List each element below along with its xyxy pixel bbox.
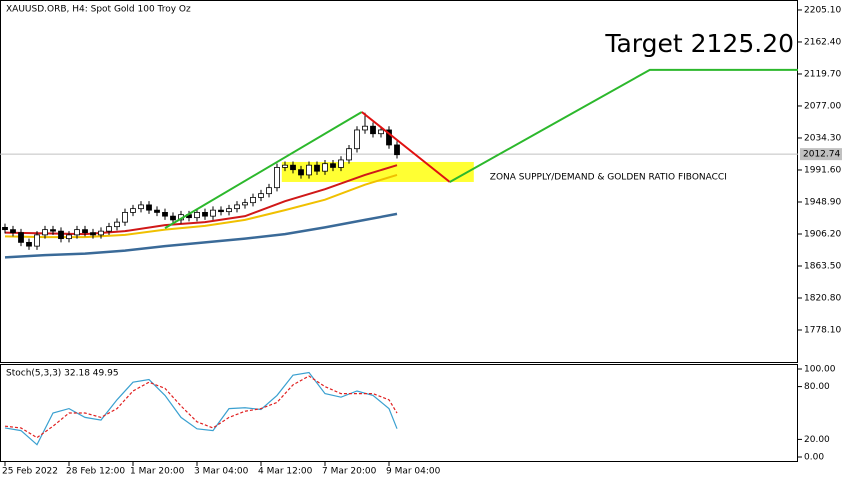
x-tick-label: 7 Mar 20:00 [322, 467, 377, 477]
y-tick-label: 2162.40 [804, 37, 841, 47]
candle-body [26, 241, 32, 247]
candle-body [338, 159, 344, 168]
candle-body [90, 232, 96, 236]
x-tick-label: 9 Mar 04:00 [386, 467, 441, 477]
candle-body [362, 125, 368, 131]
candle-body [274, 167, 280, 189]
y-tick-label: 1948.90 [804, 197, 841, 207]
last-price-label: 2012.74 [803, 150, 840, 160]
y-tick-label: 20.00 [804, 435, 830, 445]
candle-body [394, 144, 400, 156]
candle-body [218, 209, 224, 213]
candle-body [234, 204, 240, 210]
candle-body [226, 208, 232, 213]
candle-body [290, 164, 296, 171]
y-tick-label: 1820.80 [804, 293, 841, 303]
y-tick-label: 2034.30 [804, 133, 841, 143]
candle-body [298, 169, 304, 176]
candle-body [154, 209, 160, 213]
x-tick-label: 28 Feb 12:00 [66, 467, 125, 477]
moving-average [4, 164, 398, 236]
candle-body [10, 229, 16, 234]
candle-body [170, 215, 176, 221]
candle-body [242, 202, 248, 206]
candle-body [50, 229, 56, 232]
candle-body [386, 129, 392, 146]
candle-body [194, 212, 200, 219]
candle-body [202, 212, 208, 217]
candle-body [346, 148, 352, 161]
stoch-title: Stoch(5,3,3) 32.18 49.95 [6, 369, 119, 379]
x-tick-label: 3 Mar 04:00 [194, 467, 249, 477]
candle-body [314, 164, 320, 172]
candle-body [42, 229, 48, 236]
y-tick-label: 1906.20 [804, 229, 841, 239]
candle-body [138, 204, 144, 210]
last-price-box [800, 148, 842, 161]
candle-body [18, 232, 24, 243]
target-label: Target 2125.20 [604, 29, 794, 58]
trend-line [449, 68, 798, 183]
candle-body [2, 226, 8, 231]
candle-body [266, 187, 272, 195]
y-tick-label: 1991.60 [804, 165, 841, 175]
y-tick-label: 2077.00 [804, 101, 841, 111]
candle-body [258, 193, 264, 198]
y-tick-label: 2119.70 [804, 69, 841, 79]
candle-body [82, 229, 88, 234]
moving-average [4, 212, 398, 259]
candle-body [146, 204, 152, 211]
trend-line [164, 111, 363, 230]
candle-body [210, 209, 216, 217]
candle-body [114, 221, 120, 228]
main-frame [0, 0, 798, 363]
x-tick-label: 1 Mar 20:00 [130, 467, 185, 477]
chart-title: XAUUSD.ORB, H4: Spot Gold 100 Troy Oz [6, 5, 191, 15]
candle-body [162, 212, 168, 217]
candle-body [250, 197, 256, 204]
candle-body [370, 125, 376, 135]
candle-body [98, 230, 104, 236]
y-tick-label: 80.00 [804, 382, 830, 392]
candle-body [378, 129, 384, 135]
candle-body [122, 212, 128, 223]
x-tick-label: 4 Mar 12:00 [258, 467, 313, 477]
candle-body [66, 234, 72, 240]
y-tick-label: 1778.10 [804, 325, 841, 335]
y-tick-label: 100.00 [804, 365, 836, 375]
x-tick-label: 25 Feb 2022 [2, 467, 58, 477]
y-tick-label: 0.00 [804, 453, 824, 463]
trend-line [361, 111, 451, 183]
stoch-line [4, 371, 398, 446]
candle-body [330, 163, 336, 168]
stoch-line [4, 375, 398, 439]
candle-body [354, 129, 360, 150]
y-tick-label: 1863.50 [804, 261, 841, 271]
candle-body [34, 234, 40, 247]
candle-body [130, 208, 136, 213]
candle-body [306, 164, 312, 176]
y-tick-label: 2205.10 [804, 5, 841, 15]
candle-body [58, 230, 64, 240]
stoch-frame [0, 364, 798, 462]
candle-body [282, 164, 288, 168]
candle-body [106, 226, 112, 232]
candle-body [74, 229, 80, 236]
candle-body [322, 163, 328, 172]
zone-label: ZONA SUPPLY/DEMAND & GOLDEN RATIO FIBONA… [490, 172, 727, 182]
